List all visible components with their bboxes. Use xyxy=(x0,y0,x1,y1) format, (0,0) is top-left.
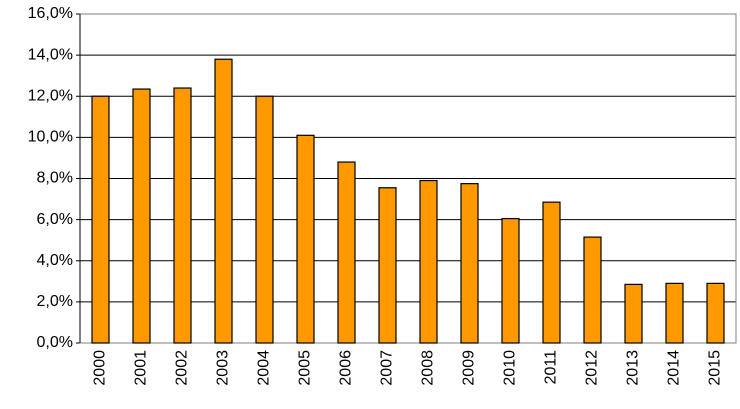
bar xyxy=(501,217,520,344)
x-tick-label: 2006 xyxy=(338,350,355,386)
x-tick-label: 2011 xyxy=(543,350,560,385)
x-tick-label: 2005 xyxy=(297,350,314,386)
bar xyxy=(132,88,151,344)
bar xyxy=(624,283,643,344)
x-tick-label: 2000 xyxy=(92,350,109,386)
y-tick-label: 10,0% xyxy=(28,129,73,146)
bar xyxy=(296,134,315,344)
x-tick-label: 2008 xyxy=(420,350,437,386)
bar xyxy=(583,236,602,344)
bar xyxy=(706,282,725,344)
x-tick-label: 2004 xyxy=(256,350,273,386)
bar xyxy=(460,183,479,344)
x-tick-label: 2013 xyxy=(625,350,642,386)
y-tick-label: 6,0% xyxy=(37,211,73,228)
x-tick-label: 2010 xyxy=(502,350,519,386)
y-tick-label: 2,0% xyxy=(37,293,73,310)
x-tick-label: 2012 xyxy=(584,350,601,386)
y-tick-label: 12,0% xyxy=(28,87,73,104)
y-tick-label: 16,0% xyxy=(28,5,73,22)
x-tick-label: 2001 xyxy=(133,350,150,386)
x-tick-label: 2014 xyxy=(666,350,683,386)
x-tick-label: 2007 xyxy=(379,350,396,386)
x-tick-label: 2003 xyxy=(215,350,232,386)
bar xyxy=(214,58,233,344)
bar xyxy=(337,161,356,344)
x-tick-label: 2009 xyxy=(461,350,478,386)
bar xyxy=(91,95,110,344)
bar xyxy=(665,282,684,344)
bar xyxy=(419,179,438,344)
y-tick-label: 8,0% xyxy=(37,170,73,187)
bar xyxy=(378,187,397,344)
y-tick-label: 4,0% xyxy=(37,252,73,269)
y-tick-label: 14,0% xyxy=(28,46,73,63)
bar xyxy=(542,201,561,344)
bar xyxy=(255,95,274,344)
bar xyxy=(173,87,192,344)
y-tick-label: 0,0% xyxy=(37,334,73,351)
x-tick-label: 2015 xyxy=(707,350,724,386)
x-tick-label: 2002 xyxy=(174,350,191,386)
